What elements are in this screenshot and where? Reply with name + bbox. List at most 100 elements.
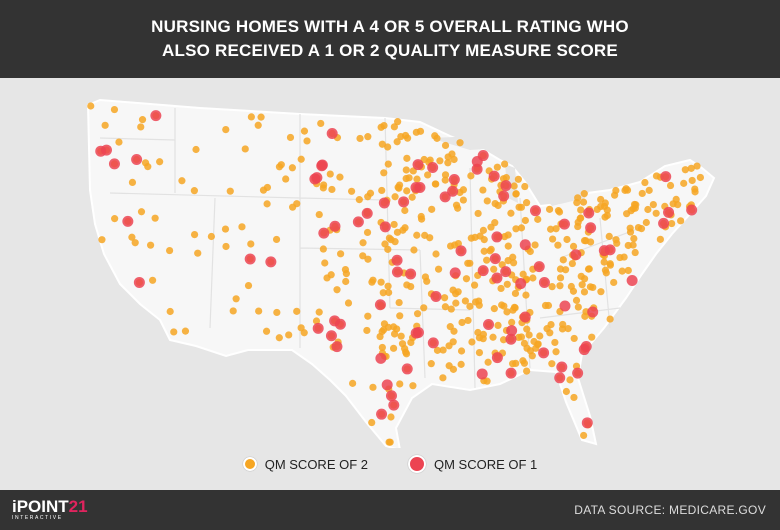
facility-dot: [244, 281, 253, 290]
facility-dot: [585, 222, 597, 234]
facility-dot: [489, 253, 501, 265]
facility-dot: [574, 222, 582, 231]
facility-dot: [634, 224, 643, 232]
facility-dot: [395, 298, 403, 307]
facility-dot: [128, 178, 137, 186]
facility-dot: [556, 274, 565, 282]
facility-dot: [238, 223, 246, 231]
facility-dot: [449, 286, 457, 294]
facility-dot: [137, 208, 146, 216]
facility-dot: [286, 133, 295, 142]
facility-dot: [364, 255, 372, 263]
facility-dot: [275, 163, 284, 171]
facility-dot: [384, 245, 392, 253]
facility-dot: [263, 183, 272, 192]
facility-dot: [385, 390, 397, 402]
facility-dot: [693, 162, 701, 170]
facility-dot: [598, 245, 610, 257]
facility-dot: [559, 320, 567, 329]
facility-dot: [562, 387, 570, 396]
facility-dot: [391, 266, 403, 278]
facility-dot: [549, 235, 557, 243]
legend-swatch: [242, 457, 257, 471]
facility-dot: [688, 176, 696, 185]
facility-dot: [523, 325, 531, 333]
facility-dot: [552, 348, 560, 356]
facility-dot: [605, 232, 613, 241]
facility-dot: [111, 215, 119, 223]
logo-number: 21: [68, 497, 88, 516]
facility-dot: [450, 327, 458, 335]
facility-dot: [178, 177, 186, 185]
facility-dot: [436, 157, 444, 165]
facility-dot: [519, 270, 527, 278]
facility-dot: [110, 105, 119, 114]
facility-dot: [319, 184, 327, 192]
facility-dot: [377, 123, 385, 131]
facility-dot: [273, 308, 281, 317]
facility-dot: [499, 336, 508, 344]
facility-dot: [512, 225, 520, 233]
facility-dot: [439, 346, 447, 354]
facility-dot: [326, 170, 334, 178]
facility-dot: [580, 431, 588, 440]
facility-dot: [572, 367, 584, 379]
facility-dot: [427, 337, 439, 349]
facility-dot: [98, 236, 106, 244]
facility-dot: [554, 241, 562, 249]
facility-dot: [548, 360, 556, 368]
facility-dot: [578, 281, 586, 289]
facility-dot: [378, 343, 386, 352]
facility-dot: [631, 248, 639, 257]
facility-dot: [581, 417, 593, 429]
facility-dot: [696, 173, 704, 182]
facility-dot: [318, 227, 330, 239]
facility-dot: [441, 176, 449, 184]
facility-dot: [505, 367, 517, 379]
facility-dot: [194, 249, 202, 257]
facility-dot: [521, 182, 529, 191]
facility-dot: [401, 345, 409, 353]
facility-dot: [115, 138, 123, 146]
facility-dot: [483, 197, 491, 205]
facility-dot: [644, 205, 652, 214]
facility-dot: [528, 352, 536, 360]
facility-dot: [457, 347, 466, 355]
facility-dot: [577, 272, 585, 280]
facility-dot: [545, 205, 554, 213]
facility-dot: [556, 282, 564, 290]
title: NURSING HOMES WITH A 4 OR 5 OVERALL RATI…: [151, 17, 629, 60]
facility-dot: [588, 333, 596, 341]
facility-dot: [580, 341, 592, 353]
facility-dot: [523, 199, 531, 207]
facility-dot: [612, 186, 620, 195]
facility-dot: [355, 196, 363, 204]
facility-dot: [563, 235, 571, 244]
facility-dot: [356, 134, 364, 143]
facility-dot: [432, 250, 440, 258]
facility-dot: [458, 318, 466, 327]
facility-dot: [108, 158, 120, 170]
facility-dot: [409, 382, 417, 390]
facility-dot: [378, 197, 390, 209]
facility-dot: [658, 217, 670, 229]
facility-dot: [626, 224, 634, 232]
facility-dot: [583, 207, 595, 219]
facility-dot: [450, 155, 458, 164]
facility-dot: [315, 308, 323, 316]
facility-dot: [576, 214, 584, 223]
facility-dot: [349, 379, 357, 387]
facility-dot: [674, 201, 682, 209]
facility-dot: [317, 119, 325, 128]
facility-dot: [408, 193, 416, 201]
facility-dot: [417, 212, 425, 221]
facility-dot: [455, 245, 467, 257]
facility-dot: [329, 220, 341, 232]
facility-dot: [401, 206, 409, 215]
facility-dot: [552, 225, 560, 233]
facility-dot: [564, 325, 572, 333]
facility-dot: [574, 194, 582, 202]
facility-dot: [285, 331, 293, 339]
facility-dot: [517, 224, 526, 232]
